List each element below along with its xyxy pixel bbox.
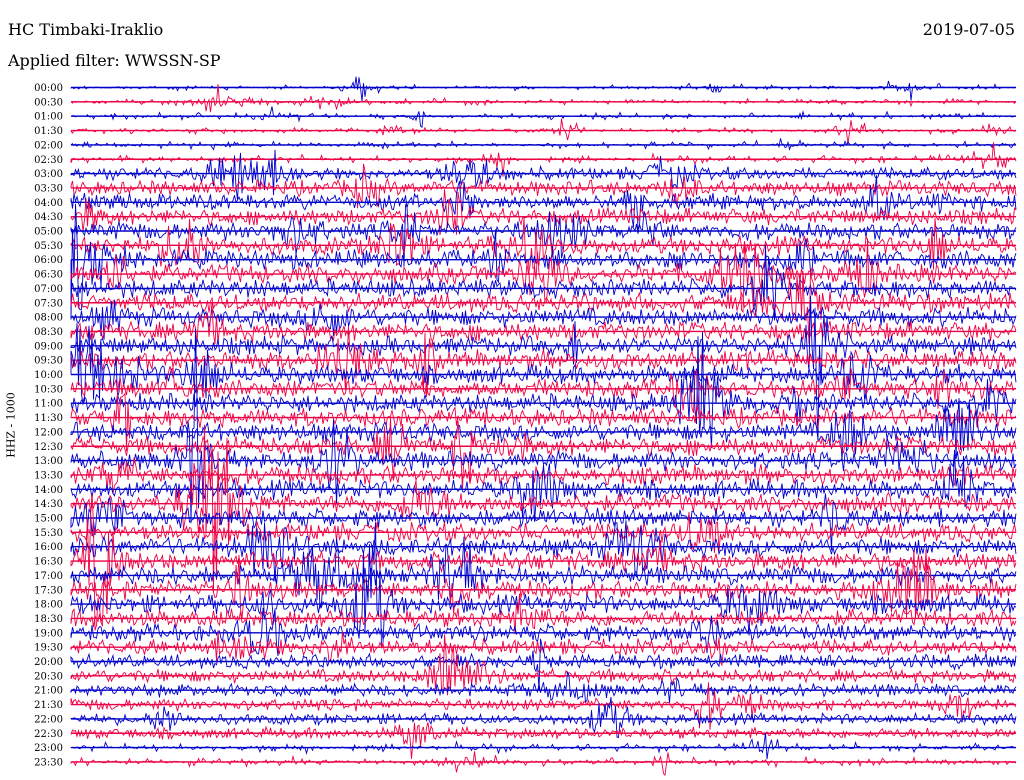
row-time-label: 19:30 [34,643,63,654]
seismogram-trace [70,398,1017,461]
seismogram-trace [70,76,1017,102]
row-time-label: 19:00 [34,628,63,639]
seismogram-trace [70,511,1017,553]
row-time-label: 09:30 [34,356,63,367]
seismogram-trace [70,492,1017,631]
row-time-label: 22:30 [34,729,63,740]
seismogram-trace [70,424,1017,593]
seismogram-trace [70,682,1017,730]
seismogram-trace [70,449,1017,522]
row-time-label: 07:00 [34,284,63,295]
row-time-label: 01:00 [34,112,63,123]
row-time-label: 03:00 [34,169,63,180]
seismogram-trace [70,271,1017,344]
seismogram-trace [70,138,1017,151]
row-time-label: 23:00 [34,743,63,754]
seismogram-trace [70,392,1017,452]
row-time-label: 16:00 [34,542,63,553]
row-time-label: 05:00 [34,227,63,238]
seismogram-trace [70,493,1017,551]
row-time-label: 04:30 [34,212,63,223]
station-title: HC Timbaki-Iraklio [8,20,164,39]
row-time-label: 11:00 [34,399,63,410]
row-time-label: 05:30 [34,241,63,252]
row-time-label: 02:00 [34,140,63,151]
seismogram-trace [70,302,1017,345]
row-time-label: 00:30 [34,97,63,108]
row-time-label: 10:00 [34,370,63,381]
row-time-label: 15:00 [34,514,63,525]
row-time-label: 11:30 [34,413,63,424]
seismogram-trace [70,366,1017,413]
row-time-label: 06:30 [34,270,63,281]
row-time-label: 15:30 [34,528,63,539]
row-time-label: 20:00 [34,657,63,668]
row-time-label: 14:30 [34,499,63,510]
row-time-label: 21:30 [34,700,63,711]
row-time-label: 13:30 [34,470,63,481]
row-time-label: 10:30 [34,384,63,395]
row-time-label: 00:00 [34,83,63,94]
date-label: 2019-07-05 [922,20,1015,39]
row-time-label: 09:00 [34,341,63,352]
row-time-label: 17:00 [34,571,63,582]
row-time-label: 21:00 [34,686,63,697]
seismogram-trace [70,118,1017,145]
row-time-label: 04:00 [34,198,63,209]
seismogram-trace [70,536,1017,609]
seismogram-trace [70,630,1017,667]
seismogram-trace [70,732,1017,760]
row-time-label: 12:00 [34,427,63,438]
row-time-label: 03:30 [34,183,63,194]
seismogram-trace [70,638,1017,691]
row-time-label: 08:30 [34,327,63,338]
row-time-label: 12:30 [34,442,63,453]
seismogram-trace [70,331,1017,448]
row-time-label: 22:00 [34,714,63,725]
seismogram-trace [70,722,1017,759]
seismogram-trace [70,696,1017,738]
seismogram-trace [70,163,1017,209]
row-time-label: 23:30 [34,757,63,768]
row-time-label: 06:00 [34,255,63,266]
seismogram-trace [70,84,1017,113]
seismogram-trace [70,244,1017,321]
row-time-label: 07:30 [34,298,63,309]
row-time-label: 20:30 [34,671,63,682]
seismogram-trace [70,203,1017,320]
row-time-label: 16:30 [34,557,63,568]
seismogram-trace [70,189,1017,235]
row-time-label: 13:00 [34,456,63,467]
row-time-label: 14:00 [34,485,63,496]
row-time-label: 18:00 [34,600,63,611]
seismogram-trace [70,238,1017,314]
seismogram-trace [70,593,1017,635]
filter-label: Applied filter: WWSSN-SP [8,51,221,70]
seismogram-trace [70,751,1017,777]
row-time-label: 08:00 [34,313,63,324]
row-time-label: 17:30 [34,585,63,596]
row-time-label: 18:30 [34,614,63,625]
row-time-label: 01:30 [34,126,63,137]
row-time-label: 02:30 [34,155,63,166]
